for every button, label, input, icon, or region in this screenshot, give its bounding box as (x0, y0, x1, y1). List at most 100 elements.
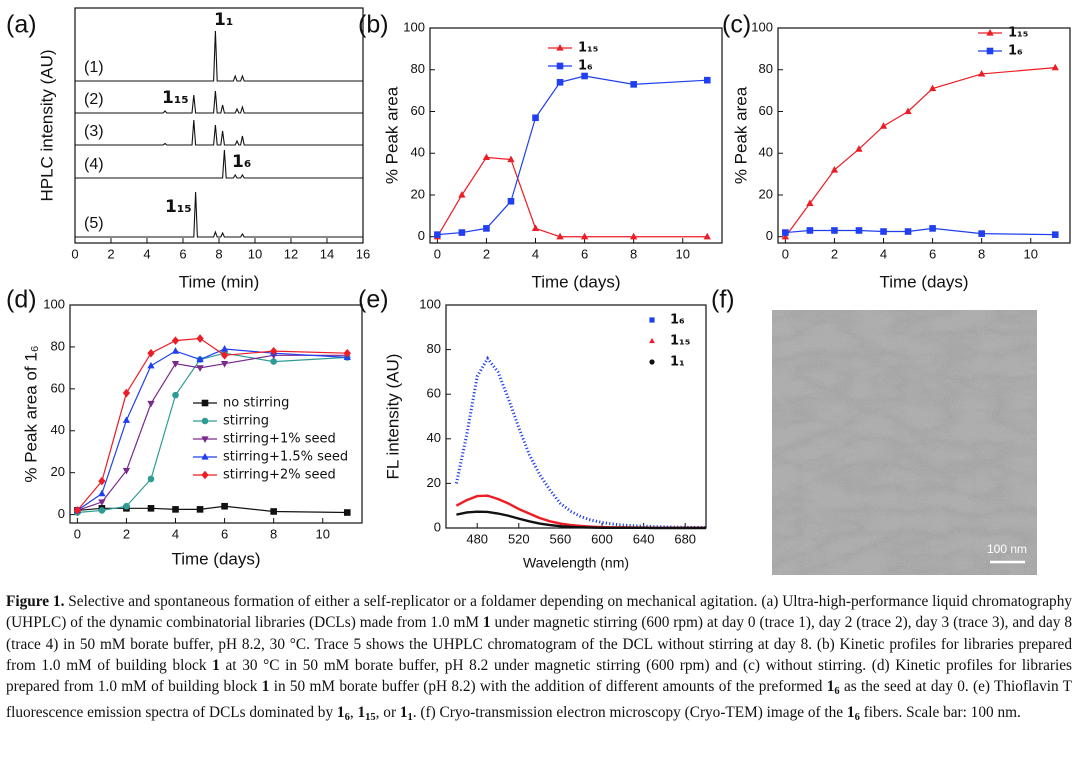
caption-text: Selective and spontaneous formation of e… (6, 593, 1072, 632)
axes-frame (74, 7, 364, 244)
figure: 100 nm (f) (a) Time (min) HPLC intensity (… (6, 7, 1071, 575)
marker (904, 228, 912, 235)
marker (147, 400, 155, 408)
trace-label: (5) (84, 215, 104, 232)
x-tick-label: 2 (483, 246, 490, 261)
legend-label: 1₆ (578, 59, 593, 74)
y-tick-label: 80 (427, 341, 441, 356)
marker (1051, 231, 1059, 238)
marker (978, 69, 986, 77)
caption-text: at 30 °C in 50 mM borate buffer, pH 8.2 … (6, 656, 1072, 696)
y-tick-label: 100 (419, 296, 441, 311)
marker (630, 232, 638, 240)
series-line (75, 191, 363, 238)
marker (220, 361, 229, 368)
trace-label: (3) (84, 123, 104, 140)
caption-text: fibers. Scale bar: 100 nm. (859, 704, 1021, 722)
marker (458, 229, 466, 236)
marker (630, 81, 637, 88)
caption-text: 15 (365, 712, 376, 724)
marker (171, 336, 180, 345)
marker (343, 509, 351, 516)
trace-label: (4) (84, 156, 104, 173)
marker (703, 232, 711, 240)
caption-text: 1 (261, 678, 270, 696)
marker (98, 499, 106, 506)
x-tick-label: 0 (434, 246, 441, 261)
x-tick-label: 560 (550, 531, 572, 546)
y-tick-label: 80 (51, 338, 65, 353)
y-tick-label: 100 (403, 19, 425, 34)
x-tick-label: 10 (248, 246, 262, 261)
x-tick-label: 520 (508, 531, 530, 546)
x-axis-label: Wavelength (nm) (523, 555, 629, 571)
legend-label: 1₆ (1008, 44, 1023, 59)
y-tick-label: 40 (759, 145, 773, 160)
marker (270, 346, 278, 356)
marker (147, 505, 155, 512)
marker (98, 507, 106, 514)
marker (220, 345, 229, 352)
marker (147, 475, 155, 483)
y-tick-label: 60 (759, 103, 773, 118)
series-line (75, 149, 363, 179)
panel-label: (d) (6, 286, 37, 314)
marker (343, 348, 351, 358)
caption-text: 1 (826, 678, 835, 696)
marker (806, 227, 814, 234)
legend-marker (201, 399, 209, 407)
marker (830, 165, 839, 173)
series-line (75, 30, 363, 82)
x-tick-label: 4 (143, 246, 150, 261)
marker (482, 153, 491, 161)
marker (147, 348, 155, 358)
x-tick-label: 0 (74, 526, 81, 541)
y-tick-label: 20 (411, 186, 425, 201)
marker (270, 508, 277, 515)
marker (904, 107, 912, 115)
marker (122, 416, 131, 423)
marker (196, 365, 204, 372)
caption-text: 1 (407, 712, 413, 724)
legend-marker (649, 317, 655, 323)
legend-label: 1₁₅ (670, 334, 690, 349)
marker (147, 361, 155, 369)
x-axis-label: Time (days) (531, 272, 620, 291)
x-tick-label: 16 (356, 246, 370, 261)
marker (580, 232, 589, 240)
marker (123, 502, 130, 510)
marker (781, 232, 789, 240)
panel-label: (e) (358, 286, 389, 314)
marker (855, 145, 863, 152)
x-tick-label: 10 (1024, 246, 1038, 261)
x-tick-label: 6 (929, 246, 936, 261)
tem-image: 100 nm (772, 310, 1037, 575)
caption-text: 1 (399, 704, 408, 722)
legend-label: 1₁ (670, 355, 685, 370)
legend-marker (201, 436, 209, 443)
y-tick-label: 20 (51, 464, 65, 479)
marker (531, 224, 540, 232)
y-tick-label: 20 (759, 186, 773, 201)
x-axis-label: Time (min) (179, 272, 260, 291)
x-tick-label: 14 (320, 246, 334, 261)
marker (532, 114, 539, 122)
marker (196, 334, 204, 343)
y-tick-label: 40 (411, 145, 425, 160)
marker (196, 506, 204, 513)
marker (196, 355, 204, 363)
x-tick-label: 640 (633, 531, 655, 546)
series-line (785, 227, 1056, 236)
y-tick-label: 100 (43, 296, 65, 311)
caption-text: 6 (834, 686, 840, 698)
y-tick-label: 80 (411, 61, 425, 76)
marker (581, 72, 588, 80)
y-tick-label: 0 (418, 228, 425, 243)
marker (806, 199, 814, 206)
y-axis-label: % Peak area (382, 86, 401, 184)
legend-marker (986, 29, 994, 36)
marker (122, 467, 131, 475)
y-tick-label: 60 (51, 380, 65, 395)
y-tick-label: 80 (759, 61, 773, 76)
caption-text: , (349, 704, 358, 722)
